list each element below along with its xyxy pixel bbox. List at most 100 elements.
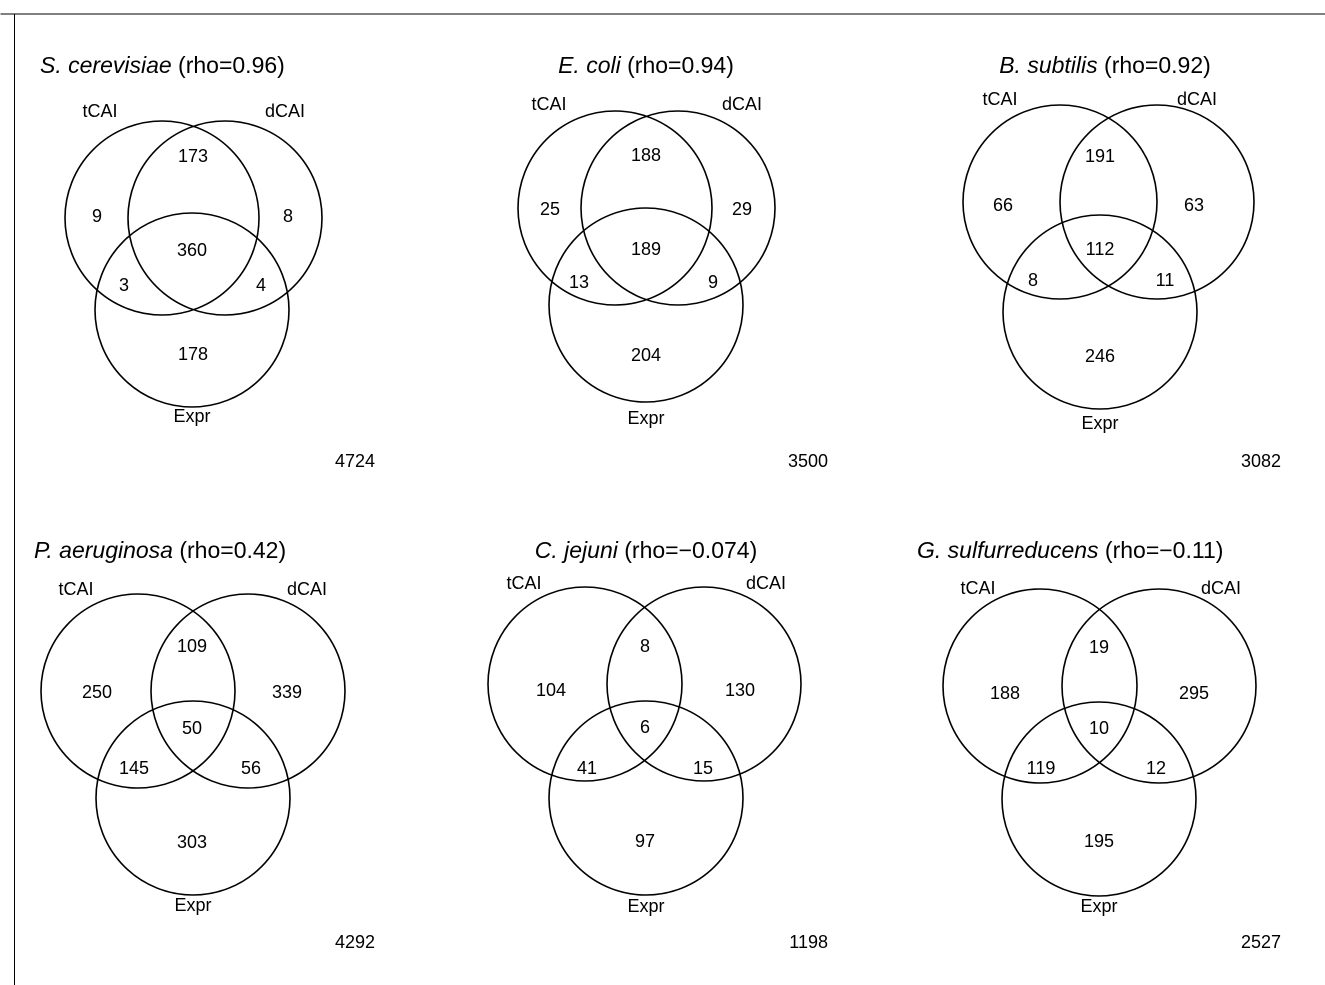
venn-circle-expr (94, 212, 290, 408)
venn-circle-tcai (962, 104, 1158, 300)
count-dcai-expr: 11 (1156, 270, 1175, 290)
count-expr-only: 97 (635, 831, 655, 851)
count-dcai-expr: 9 (708, 272, 718, 292)
panel-title: G. sulfurreducens (rho=−0.11) (917, 537, 1223, 563)
panel-title: P. aeruginosa (rho=0.42) (34, 537, 286, 563)
set-label-dcai: dCAI (1201, 578, 1241, 598)
set-label-dcai: dCAI (287, 579, 327, 599)
venn-circle-tcai (40, 593, 236, 789)
set-label-tcai: tCAI (960, 578, 995, 598)
set-label-dcai: dCAI (722, 94, 762, 114)
species-name: E. coli (558, 52, 622, 78)
venn-circle-tcai (942, 588, 1138, 784)
count-tcai-dcai: 19 (1089, 637, 1109, 657)
set-label-expr: Expr (174, 895, 211, 915)
venn-circle-dcai (1061, 588, 1257, 784)
set-label-expr: Expr (1081, 413, 1118, 433)
count-all-three: 50 (182, 718, 202, 738)
species-name: S. cerevisiae (40, 52, 172, 78)
count-tcai-dcai: 191 (1085, 146, 1115, 166)
total-genes: 4292 (335, 932, 375, 952)
count-tcai-expr: 8 (1028, 270, 1038, 290)
count-all-three: 189 (631, 239, 661, 259)
count-tcai-dcai: 173 (178, 146, 208, 166)
venn-panel: C. jejuni (rho=−0.074) tCAI dCAI Expr 10… (487, 537, 828, 952)
count-tcai-only: 66 (993, 195, 1013, 215)
panel-title: C. jejuni (rho=−0.074) (535, 537, 757, 563)
venn-circle-dcai (127, 120, 323, 316)
total-genes: 4724 (335, 451, 375, 471)
species-name: P. aeruginosa (34, 537, 173, 563)
count-tcai-dcai: 8 (640, 636, 650, 656)
count-dcai-expr: 15 (693, 758, 713, 778)
set-label-expr: Expr (627, 408, 664, 428)
rho-value: (rho=0.94) (621, 52, 734, 78)
count-all-three: 112 (1086, 239, 1115, 259)
venn-panel: S. cerevisiae (rho=0.96) tCAI dCAI Expr … (40, 52, 375, 471)
venn-circle-tcai (487, 586, 683, 782)
count-tcai-dcai: 188 (631, 145, 661, 165)
venn-circle-expr (548, 207, 744, 403)
venn-circle-dcai (150, 593, 346, 789)
panel-title: S. cerevisiae (rho=0.96) (40, 52, 285, 78)
venn-panel: P. aeruginosa (rho=0.42) tCAI dCAI Expr … (34, 537, 375, 952)
count-dcai-only: 339 (272, 682, 302, 702)
venn-panel: B. subtilis (rho=0.92) tCAI dCAI Expr 66… (962, 52, 1281, 471)
venn-circle-dcai (1059, 104, 1255, 300)
count-expr-only: 178 (178, 344, 208, 364)
total-genes: 1198 (789, 932, 828, 952)
venn-circle-tcai (517, 110, 713, 306)
rho-value: (rho=0.92) (1098, 52, 1211, 78)
venn-panel: G. sulfurreducens (rho=−0.11) tCAI dCAI … (917, 537, 1281, 952)
set-label-tcai: tCAI (982, 89, 1017, 109)
count-dcai-only: 295 (1179, 683, 1209, 703)
species-name: B. subtilis (999, 52, 1098, 78)
total-genes: 3500 (788, 451, 828, 471)
count-all-three: 6 (640, 717, 650, 737)
set-label-dcai: dCAI (1177, 89, 1217, 109)
total-genes: 3082 (1241, 451, 1281, 471)
rho-value: (rho=−0.11) (1099, 537, 1224, 563)
set-label-expr: Expr (627, 896, 664, 916)
venn-circle-tcai (64, 120, 260, 316)
count-tcai-expr: 119 (1027, 758, 1056, 778)
count-tcai-only: 250 (82, 682, 112, 702)
rho-value: (rho=0.42) (173, 537, 286, 563)
total-genes: 2527 (1241, 932, 1281, 952)
panel-title: E. coli (rho=0.94) (558, 52, 734, 78)
set-label-expr: Expr (1080, 896, 1117, 916)
set-label-expr: Expr (173, 406, 210, 426)
count-expr-only: 204 (631, 345, 661, 365)
venn-circle-expr (1001, 701, 1197, 897)
count-dcai-only: 29 (732, 199, 752, 219)
count-tcai-expr: 13 (569, 272, 589, 292)
count-dcai-only: 8 (283, 206, 293, 226)
count-expr-only: 303 (177, 832, 207, 852)
count-dcai-expr: 4 (256, 275, 266, 295)
venn-circle-expr (95, 700, 291, 896)
species-name: G. sulfurreducens (917, 537, 1099, 563)
count-dcai-only: 130 (725, 680, 755, 700)
set-label-tcai: tCAI (58, 579, 93, 599)
count-tcai-only: 25 (540, 199, 560, 219)
count-dcai-expr: 12 (1146, 758, 1166, 778)
count-dcai-expr: 56 (241, 758, 261, 778)
species-name: C. jejuni (535, 537, 619, 563)
count-all-three: 10 (1089, 718, 1109, 738)
set-label-dcai: dCAI (265, 101, 305, 121)
count-tcai-dcai: 109 (177, 636, 207, 656)
count-tcai-only: 104 (536, 680, 566, 700)
set-label-dcai: dCAI (746, 573, 786, 593)
panel-title: B. subtilis (rho=0.92) (999, 52, 1211, 78)
count-tcai-expr: 145 (119, 758, 149, 778)
venn-circle-expr (1002, 214, 1198, 410)
set-label-tcai: tCAI (531, 94, 566, 114)
count-expr-only: 195 (1084, 831, 1114, 851)
venn-circle-dcai (580, 110, 776, 306)
count-tcai-expr: 3 (119, 275, 129, 295)
venn-panel: E. coli (rho=0.94) tCAI dCAI Expr 25 188… (517, 52, 828, 471)
count-tcai-only: 188 (990, 683, 1020, 703)
set-label-tcai: tCAI (82, 101, 117, 121)
